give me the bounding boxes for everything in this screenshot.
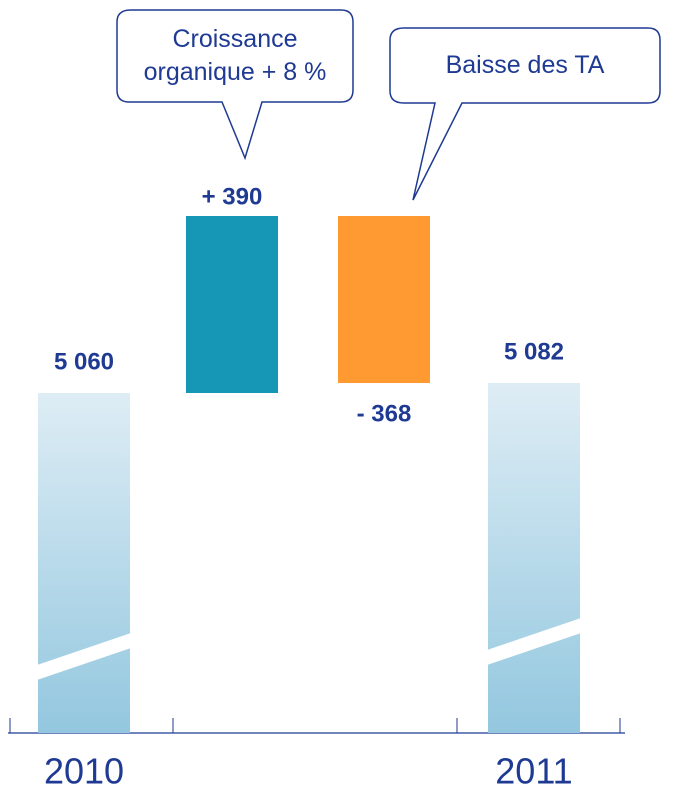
callout-box (116, 9, 354, 161)
total-bar (488, 383, 580, 733)
total-bar (38, 393, 130, 733)
value-label: - 368 (357, 400, 412, 427)
x-tick-label: 2011 (495, 751, 572, 792)
annotation: Croissance organique + 8 % (143, 25, 327, 86)
x-tick-label: 2010 (44, 751, 124, 792)
callout-box (389, 27, 661, 201)
increase-bar (186, 216, 278, 393)
axis-break (487, 618, 581, 665)
value-label: + 390 (202, 183, 263, 210)
decrease-bar (338, 216, 430, 384)
annotation: Baisse des TA (445, 51, 605, 79)
value-label: 5 060 (54, 348, 114, 375)
axis-break (37, 633, 131, 680)
value-label: 5 082 (504, 338, 564, 365)
